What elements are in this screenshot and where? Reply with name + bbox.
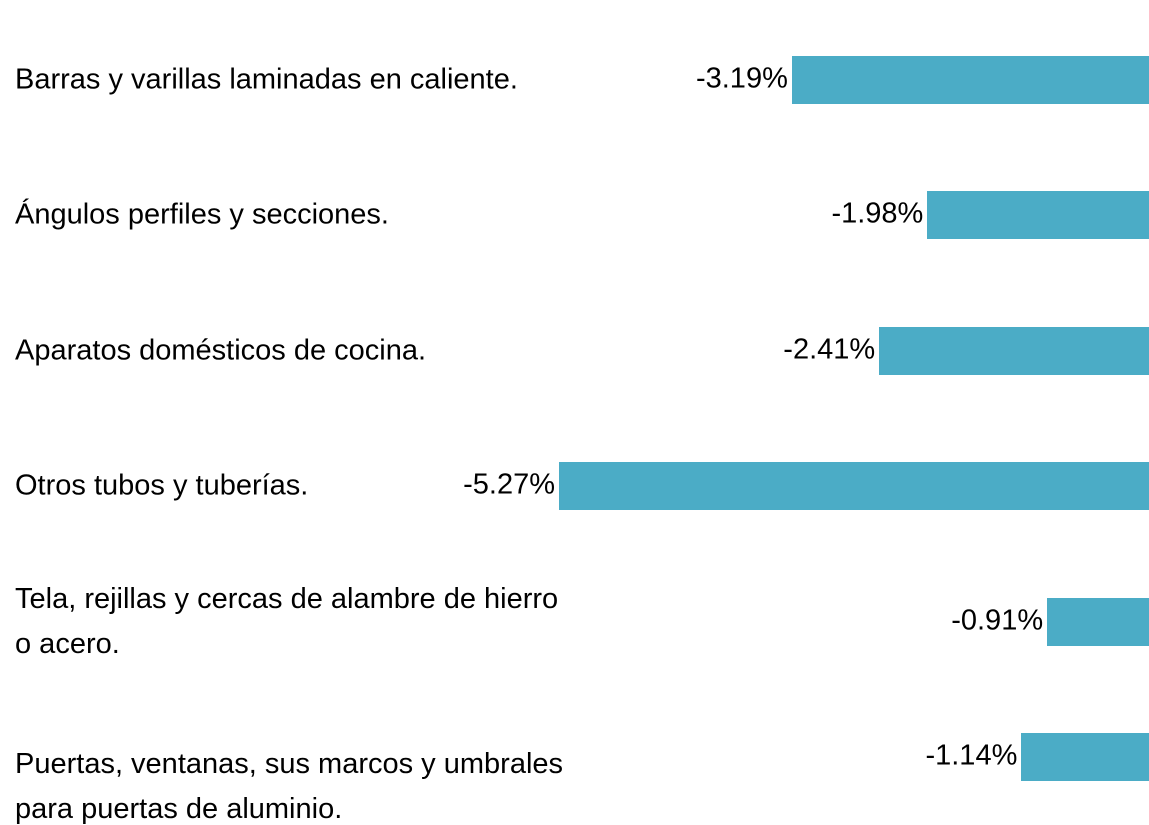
bar <box>791 56 1149 104</box>
category-label: Barras y varillas laminadas en caliente. <box>15 63 518 96</box>
value-label: -2.41% <box>783 333 876 366</box>
bar <box>927 191 1149 240</box>
value-label: -0.91% <box>951 603 1044 636</box>
category-label: Puertas, ventanas, sus marcos y umbrales… <box>15 748 564 825</box>
category-label: Otros tubos y tuberías. <box>15 469 309 502</box>
bar <box>1021 733 1149 781</box>
value-label: -5.27% <box>463 468 555 501</box>
bar <box>559 462 1149 511</box>
category-label: Ángulos perfiles y secciones. <box>15 198 389 231</box>
category-label: Tela, rejillas y cercas de alambre de hi… <box>15 582 559 660</box>
category-label: Aparatos domésticos de cocina. <box>15 334 427 367</box>
value-label: -1.14% <box>925 739 1018 772</box>
bar <box>879 326 1149 375</box>
value-label: -3.19% <box>695 62 788 95</box>
bar <box>1047 597 1149 646</box>
value-label: -1.98% <box>831 197 924 230</box>
